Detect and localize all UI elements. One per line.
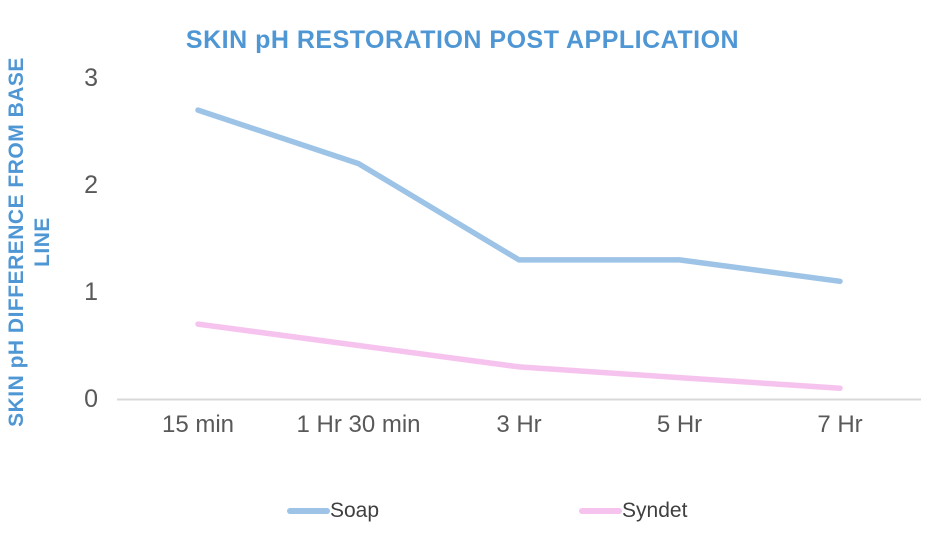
legend-item-syndet: Syndet	[579, 499, 687, 523]
x-tick-label-0: 15 min	[161, 411, 235, 438]
y-tick-label-0: 0	[84, 385, 98, 413]
series-line-soap	[195, 107, 843, 285]
legend-swatch-soap	[287, 508, 330, 514]
y-tick-label-2: 2	[84, 171, 98, 199]
y-tick-label-1: 1	[84, 278, 98, 306]
legend-label-soap: Soap	[330, 499, 380, 522]
x-tick-label-2: 3 Hr	[496, 411, 542, 438]
chart-title: SKIN pH RESTORATION POST APPLICATION	[185, 26, 740, 54]
x-tick-label-4: 7 Hr	[817, 411, 863, 438]
legend-swatch-syndet	[579, 508, 623, 514]
series-line-syndet	[195, 321, 843, 392]
legend-label-syndet: Syndet	[622, 499, 688, 522]
legend: Soap Syndet	[287, 499, 687, 523]
x-tick-label-3: 5 Hr	[656, 411, 703, 438]
y-tick-label-3: 3	[84, 64, 98, 92]
data-series-lines	[195, 107, 843, 392]
x-tick-label-1: 1 Hr 30 min	[296, 411, 421, 438]
legend-item-soap: Soap	[287, 499, 379, 523]
